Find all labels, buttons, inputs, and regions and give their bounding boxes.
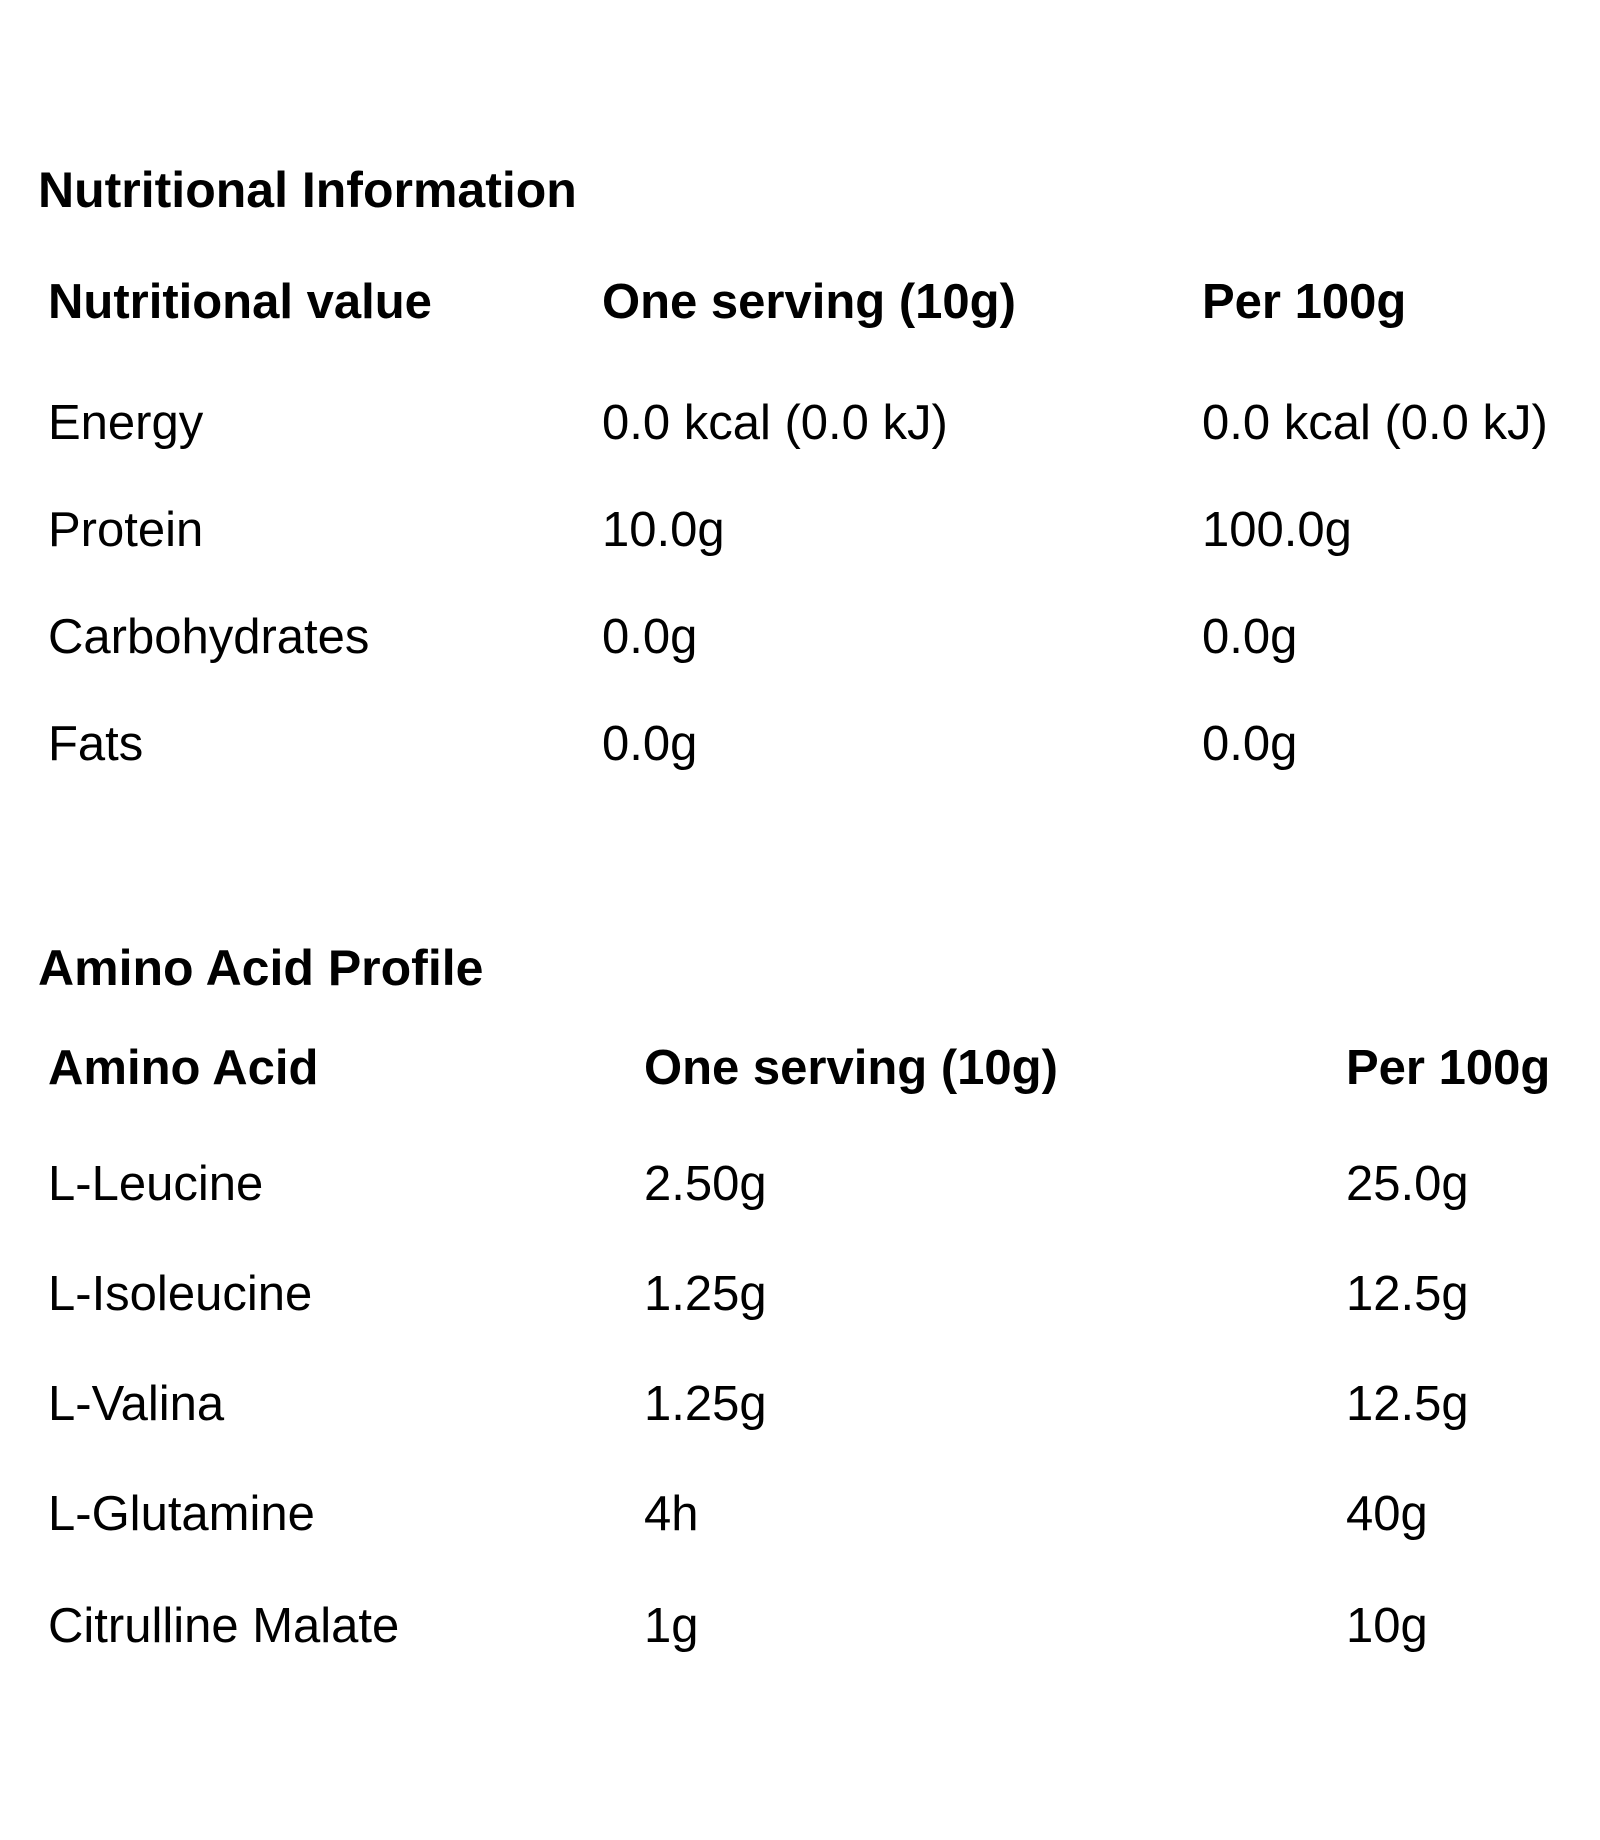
nutrition-col-header-one-serving: One serving (10g): [602, 275, 1016, 329]
amino-acid-serving-value: 1.25g: [644, 1377, 767, 1431]
table-row: Carbohydrates 0.0g 0.0g: [48, 609, 1568, 665]
nutrient-serving-value: 0.0g: [602, 610, 698, 664]
nutrient-label: Protein: [48, 503, 204, 557]
amino-acid-per100g-value: 12.5g: [1346, 1267, 1469, 1321]
nutrient-per100g-value: 0.0g: [1202, 610, 1298, 664]
amino-acid-per100g-value: 25.0g: [1346, 1157, 1469, 1211]
table-row: Citrulline Malate 1g 10g: [48, 1598, 1568, 1654]
table-row: L-Valina 1.25g 12.5g: [48, 1376, 1568, 1432]
nutrient-serving-value: 0.0 kcal (0.0 kJ): [602, 396, 948, 450]
table-row: Protein 10.0g 100.0g: [48, 502, 1568, 558]
table-row: L-Isoleucine 1.25g 12.5g: [48, 1266, 1568, 1322]
amino-acid-per100g-value: 12.5g: [1346, 1377, 1469, 1431]
amino-acid-label: L-Valina: [48, 1377, 225, 1431]
nutrient-label: Energy: [48, 396, 204, 450]
amino-acid-label: L-Isoleucine: [48, 1267, 313, 1321]
amino-col-header-name: Amino Acid: [48, 1041, 319, 1095]
amino-acid-serving-value: 2.50g: [644, 1157, 767, 1211]
amino-acid-label: L-Leucine: [48, 1157, 264, 1211]
nutrient-label: Carbohydrates: [48, 610, 370, 664]
amino-acid-profile-title: Amino Acid Profile: [38, 939, 484, 996]
nutrition-col-header-value: Nutritional value: [48, 275, 432, 329]
nutrient-per100g-value: 0.0 kcal (0.0 kJ): [1202, 396, 1548, 450]
amino-col-header-one-serving: One serving (10g): [644, 1041, 1058, 1095]
nutrition-table-header-row: Nutritional value One serving (10g) Per …: [48, 274, 1568, 330]
amino-table-header-row: Amino Acid One serving (10g) Per 100g: [48, 1040, 1568, 1096]
amino-acid-serving-value: 1.25g: [644, 1267, 767, 1321]
nutritional-information-title: Nutritional Information: [38, 161, 577, 218]
nutrient-per100g-value: 100.0g: [1202, 503, 1352, 557]
nutrient-per100g-value: 0.0g: [1202, 717, 1298, 771]
table-row: Fats 0.0g 0.0g: [48, 716, 1568, 772]
nutrient-serving-value: 10.0g: [602, 503, 725, 557]
table-row: L-Leucine 2.50g 25.0g: [48, 1156, 1568, 1212]
amino-acid-serving-value: 4h: [644, 1487, 699, 1541]
table-row: Energy 0.0 kcal (0.0 kJ) 0.0 kcal (0.0 k…: [48, 395, 1568, 451]
amino-acid-label: Citrulline Malate: [48, 1599, 400, 1653]
amino-acid-per100g-value: 10g: [1346, 1599, 1428, 1653]
amino-acid-per100g-value: 40g: [1346, 1487, 1428, 1541]
amino-acid-label: L-Glutamine: [48, 1487, 315, 1541]
nutrient-label: Fats: [48, 717, 144, 771]
nutrition-col-header-per-100g: Per 100g: [1202, 275, 1407, 329]
table-row: L-Glutamine 4h 40g: [48, 1486, 1568, 1542]
amino-acid-serving-value: 1g: [644, 1599, 699, 1653]
nutrient-serving-value: 0.0g: [602, 717, 698, 771]
amino-col-header-per-100g: Per 100g: [1346, 1041, 1551, 1095]
